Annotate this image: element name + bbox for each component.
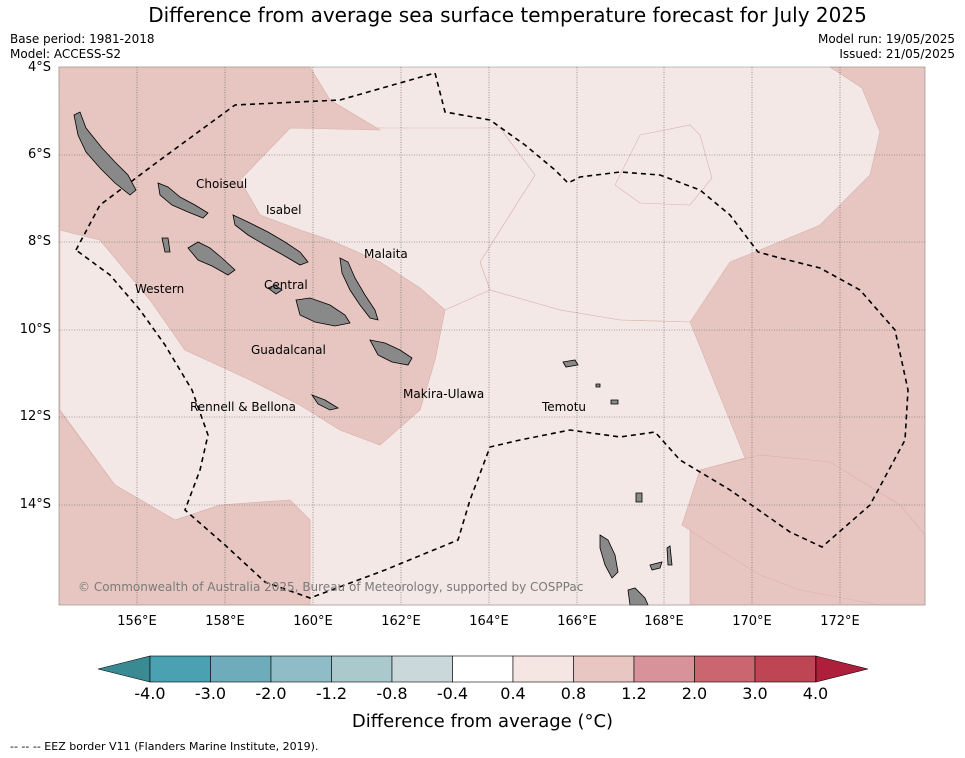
colorbar-cell bbox=[754, 655, 816, 683]
colorbar-tick-label: 2.0 bbox=[681, 684, 708, 703]
colorbar-title: Difference from average (°C) bbox=[351, 711, 614, 732]
model-name: Model: ACCESS-S2 bbox=[10, 47, 122, 61]
colorbar-tick-label: 4.0 bbox=[802, 684, 829, 703]
central-band bbox=[58, 66, 926, 606]
colorbar-tick-label: 3.0 bbox=[742, 684, 768, 703]
island-isabel bbox=[232, 214, 309, 266]
colorbar-tick-label: -1.2 bbox=[315, 684, 348, 703]
colorbar-tick-label: -0.8 bbox=[376, 684, 408, 703]
colorbar-tick-label: 1.2 bbox=[621, 684, 647, 703]
island-makira bbox=[369, 339, 413, 366]
chart-title: Difference from average sea surface temp… bbox=[148, 3, 867, 27]
colorbar-cell bbox=[512, 655, 574, 683]
eez-legend-note: -- -- -- EEZ border V11 (Flanders Marine… bbox=[10, 740, 319, 753]
meta-right: Model run: 19/05/2025 Issued: 21/05/2025 bbox=[818, 32, 955, 62]
colorbar-cells bbox=[149, 655, 816, 683]
copyright-notice: © Commonwealth of Australia 2025, Bureau… bbox=[78, 580, 584, 594]
island-choiseul bbox=[157, 182, 209, 219]
lat-label-10s: 10°S bbox=[19, 322, 51, 337]
colorbar-cell bbox=[331, 655, 393, 683]
issued-date: Issued: 21/05/2025 bbox=[839, 47, 955, 61]
lat-label-6s: 6°S bbox=[27, 147, 51, 162]
lat-label-12s: 12°S bbox=[19, 409, 51, 424]
model-run: Model run: 19/05/2025 bbox=[817, 32, 955, 46]
colorbar-over-arrow bbox=[815, 655, 869, 683]
colorbar-cell bbox=[270, 655, 332, 683]
place-rennell-bellona: Rennell & Bellona bbox=[190, 400, 297, 414]
place-central: Central bbox=[264, 278, 308, 292]
lon-label-168e: 168°E bbox=[644, 614, 684, 629]
base-period: Base period: 1981-2018 bbox=[10, 32, 155, 46]
colorbar-cell bbox=[210, 655, 272, 683]
central-band-region bbox=[58, 66, 446, 446]
place-isabel: Isabel bbox=[266, 203, 302, 217]
lat-label-14s: 14°S bbox=[19, 497, 51, 512]
island-guadalcanal bbox=[295, 297, 351, 327]
colorbar-tick-label: -2.0 bbox=[255, 684, 287, 703]
lon-label-166e: 166°E bbox=[557, 614, 597, 629]
island-temotu-1 bbox=[562, 359, 579, 368]
island-vanuatu-3 bbox=[649, 561, 663, 571]
eez-border bbox=[74, 72, 909, 599]
colorbar-cell bbox=[633, 655, 695, 683]
lon-label-160e: 160°E bbox=[293, 614, 333, 629]
colorbar-tick-label: -0.4 bbox=[436, 684, 469, 703]
colorbar-under-arrow bbox=[97, 655, 151, 683]
colorbar-cell bbox=[573, 655, 635, 683]
meta-left: Base period: 1981-2018 Model: ACCESS-S2 bbox=[10, 32, 155, 62]
colorbar-cell bbox=[391, 655, 453, 683]
place-guadalcanal: Guadalcanal bbox=[251, 343, 326, 357]
island-vanuatu-4 bbox=[666, 545, 673, 566]
lat-label-8s: 8°S bbox=[27, 234, 51, 249]
island-new-georgia bbox=[187, 241, 236, 276]
island-rennell bbox=[310, 394, 340, 411]
land-masses bbox=[73, 111, 673, 606]
lon-label-164e: 164°E bbox=[469, 614, 509, 629]
colorbar-tick-label: -3.0 bbox=[194, 684, 227, 703]
grid-lines bbox=[59, 67, 925, 605]
island-temotu-3 bbox=[610, 399, 619, 405]
place-western: Western bbox=[135, 282, 185, 296]
colorbar-tick-label: -4.0 bbox=[134, 684, 166, 703]
place-choiseul: Choiseul bbox=[196, 177, 248, 191]
lon-label-158e: 158°E bbox=[205, 614, 245, 629]
lon-label-156e: 156°E bbox=[117, 614, 157, 629]
lon-label-170e: 170°E bbox=[732, 614, 772, 629]
island-vanuatu-5 bbox=[635, 492, 643, 503]
place-malaita: Malaita bbox=[364, 247, 408, 261]
lat-label-4s: 4°S bbox=[27, 60, 51, 75]
island-vanuatu-2 bbox=[627, 587, 649, 606]
colorbar-tick-label: 0.8 bbox=[560, 684, 587, 703]
colorbar-cell bbox=[452, 655, 514, 683]
island-central bbox=[267, 284, 283, 295]
colorbar bbox=[97, 655, 869, 683]
lon-label-162e: 162°E bbox=[381, 614, 421, 629]
place-temotu: Temotu bbox=[542, 400, 587, 414]
island-vanuatu-1 bbox=[599, 534, 619, 579]
island-bougainville bbox=[73, 111, 137, 196]
colorbar-cell bbox=[149, 655, 211, 683]
place-makira-ulawa: Makira-Ulawa bbox=[403, 387, 485, 401]
island-temotu-2 bbox=[595, 383, 601, 388]
colorbar-cell bbox=[694, 655, 756, 683]
colorbar-tick-label: 0.4 bbox=[500, 684, 526, 703]
lon-label-172e: 172°E bbox=[820, 614, 860, 629]
island-malaita bbox=[339, 257, 379, 321]
island-western-small bbox=[161, 237, 171, 253]
map-frame bbox=[58, 66, 926, 606]
